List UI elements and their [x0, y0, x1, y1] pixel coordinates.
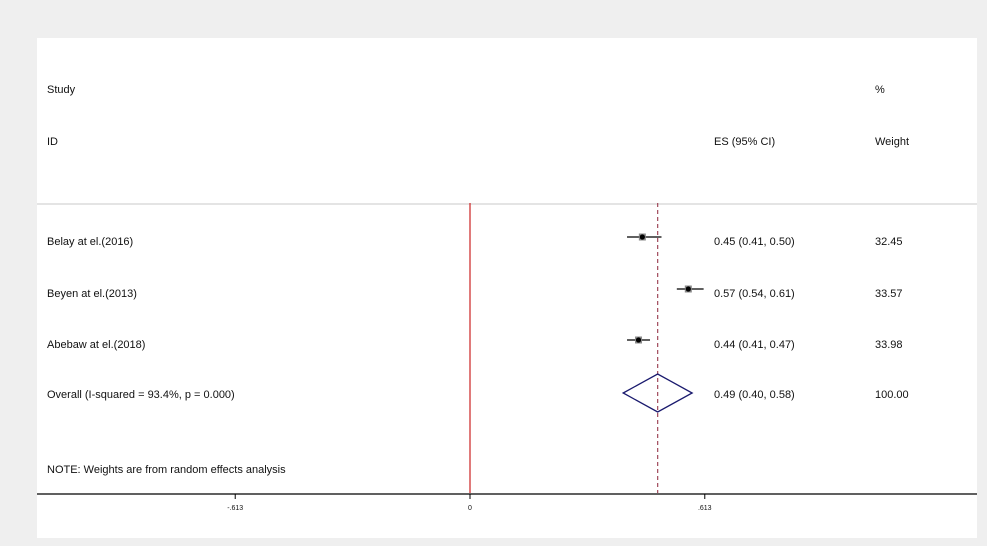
study-es-text: 0.57 (0.54, 0.61) [714, 288, 795, 300]
study-es-text: 0.44 (0.41, 0.47) [714, 339, 795, 351]
overall-es-text: 0.49 (0.40, 0.58) [714, 389, 795, 401]
study-weight: 33.98 [875, 339, 903, 351]
overall-diamond [621, 373, 694, 413]
x-tick-label: .613 [698, 505, 712, 512]
study-weight: 32.45 [875, 236, 903, 248]
plot-panel: Study ID ES (95% CI) % Weight Belay at e… [37, 38, 977, 538]
header-weight-percent: % [875, 84, 885, 96]
overall-label: Overall (I-squared = 93.4%, p = 0.000) [47, 389, 235, 401]
x-tick-label: -.613 [227, 505, 243, 512]
plot-layer: -.613 0 .613 [37, 203, 977, 512]
x-tick-label: 0 [468, 505, 472, 512]
study-point [635, 337, 642, 343]
header-weight: Weight [875, 136, 909, 148]
header-study: Study [47, 84, 76, 96]
study-point [639, 234, 645, 240]
header-es: ES (95% CI) [714, 136, 775, 148]
study-label: Abebaw at el.(2018) [47, 339, 145, 351]
study-es-text: 0.45 (0.41, 0.50) [714, 236, 795, 248]
study-label: Belay at el.(2016) [47, 236, 133, 248]
note-text: NOTE: Weights are from random effects an… [47, 464, 286, 476]
overall-weight: 100.00 [875, 389, 909, 401]
study-point [685, 286, 691, 292]
study-label: Beyen at el.(2013) [47, 288, 137, 300]
forest-plot: Study ID ES (95% CI) % Weight Belay at e… [37, 84, 977, 512]
study-weight: 33.57 [875, 288, 903, 300]
header-id: ID [47, 136, 58, 148]
